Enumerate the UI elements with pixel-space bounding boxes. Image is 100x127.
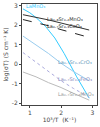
svg-text:2: 2 [14, 21, 18, 28]
svg-text:3: 3 [90, 109, 94, 116]
svg-text:La₀.₇Sr₀.₃MnO₃: La₀.₇Sr₀.₃MnO₃ [58, 91, 94, 97]
svg-text:10³/T (K⁻¹): 10³/T (K⁻¹) [43, 116, 77, 123]
svg-text:0: 0 [14, 60, 18, 67]
svg-text:log(σT) (S cm⁻¹ K): log(σT) (S cm⁻¹ K) [2, 27, 10, 81]
svg-text:2: 2 [59, 109, 63, 116]
svg-text:La₀.₇Sr₀.₃CrO₃: La₀.₇Sr₀.₃CrO₃ [58, 59, 92, 65]
svg-text:-1: -1 [12, 80, 18, 87]
svg-text:-2: -2 [12, 99, 18, 106]
svg-text:1: 1 [28, 109, 32, 116]
svg-text:3: 3 [14, 2, 18, 9]
svg-text:LaMnO₃: LaMnO₃ [26, 3, 45, 9]
svg-text:1: 1 [14, 41, 18, 48]
svg-text:La₀.₇Sr₀.₃FeO₃: La₀.₇Sr₀.₃FeO₃ [58, 76, 92, 82]
svg-text:La₀.₇Sr₀.₃CoO₃: La₀.₇Sr₀.₃CoO₃ [47, 23, 82, 29]
svg-text:La₀.₈Sr₀.₂MnO₃: La₀.₈Sr₀.₂MnO₃ [47, 16, 83, 22]
